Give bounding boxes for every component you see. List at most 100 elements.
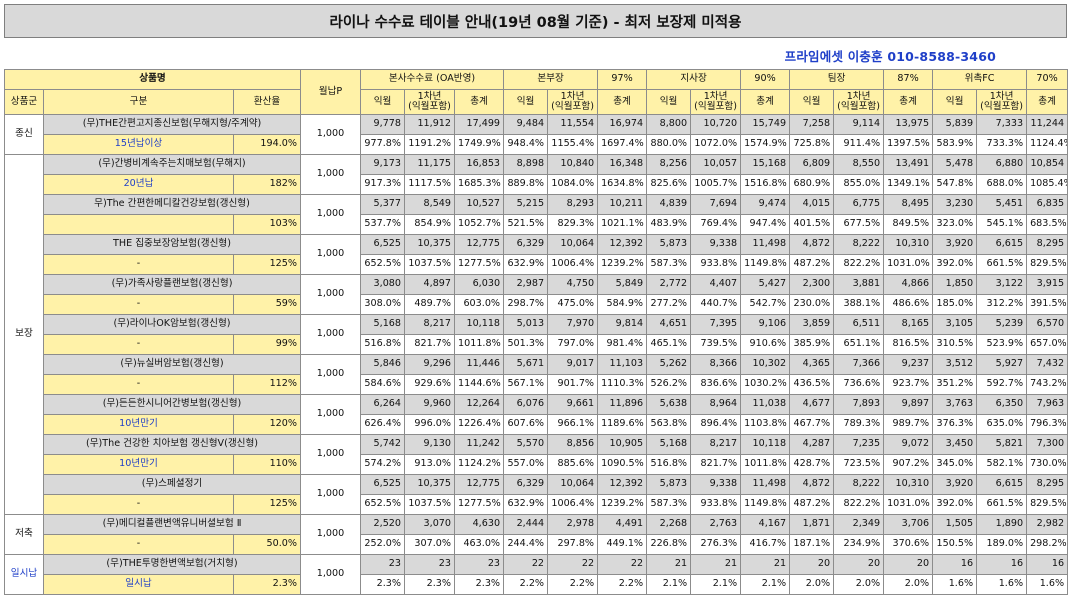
commission-amount: 6,775 (833, 194, 885, 215)
header-channel-jisajang-pct: 90% (740, 69, 791, 90)
commission-amount: 13,491 (883, 154, 934, 175)
commission-percent: 1.6% (976, 574, 1028, 595)
commission-amount: 8,256 (646, 154, 692, 175)
commission-amount: 8,856 (547, 434, 599, 455)
commission-amount: 12,775 (454, 474, 505, 495)
commission-percent: 483.9% (646, 214, 692, 235)
commission-percent: 730.0% (1026, 454, 1069, 475)
table-row: 보장 (무)간병비계속주는치매보험(무해지) 1,000 9,173 11,175 16,… (4, 154, 1069, 515)
commission-percent: 688.0% (976, 174, 1028, 195)
header-subcolumn: 익월 (503, 89, 549, 115)
commission-amount: 23 (360, 554, 406, 575)
commission-percent: 234.9% (833, 534, 885, 555)
product-category: 15년납이상 (43, 134, 234, 155)
commission-amount: 9,106 (740, 314, 791, 335)
commission-percent: 584.9% (597, 294, 648, 315)
commission-amount: 10,064 (547, 474, 599, 495)
header-subcolumn: 총계 (883, 89, 934, 115)
commission-percent: 323.0% (932, 214, 978, 235)
commission-percent: 487.2% (789, 254, 835, 275)
monthly-premium: 1,000 (300, 434, 362, 475)
product-category: 10년만기 (43, 454, 234, 475)
commission-percent: 391.5% (1026, 294, 1069, 315)
product-group-cell: 종신 (4, 114, 44, 155)
commission-amount: 8,800 (646, 114, 692, 135)
table-row: 일시납 2.3% 2.3% 2.3% 2.3% 2.2% 2.2% 2.2% 2.1% 2.1% 2… (5, 574, 1069, 595)
commission-amount: 11,244 (1026, 114, 1069, 135)
commission-percent: 516.8% (646, 454, 692, 475)
commission-percent: 2.1% (740, 574, 791, 595)
commission-amount: 4,866 (883, 274, 934, 295)
monthly-premium: 1,000 (300, 314, 362, 355)
commission-percent: 1052.7% (454, 214, 505, 235)
commission-amount: 4,407 (690, 274, 742, 295)
commission-amount: 10,302 (740, 354, 791, 375)
commission-percent: 392.0% (932, 254, 978, 275)
commission-amount: 2,772 (646, 274, 692, 295)
commission-amount: 4,015 (789, 194, 835, 215)
commission-percent: 487.2% (789, 494, 835, 515)
commission-amount: 10,310 (883, 234, 934, 255)
commission-amount: 8,550 (833, 154, 885, 175)
header-subcolumn: 익월 (932, 89, 978, 115)
commission-amount: 8,222 (833, 474, 885, 495)
commission-percent: 150.5% (932, 534, 978, 555)
commission-amount: 11,038 (740, 394, 791, 415)
commission-amount: 5,451 (976, 194, 1028, 215)
commission-amount: 9,661 (547, 394, 599, 415)
commission-amount: 1,890 (976, 514, 1028, 535)
commission-amount: 12,775 (454, 234, 505, 255)
commission-percent: 880.0% (646, 134, 692, 155)
commission-amount: 5,168 (646, 434, 692, 455)
table-row: 일시납 (무)THE투명한변액보험(거치형) 1,000 23 23 23 22 22 22 21… (4, 554, 1069, 595)
table-row: 20년납 182% 917.3% 1117.5% 1685.3% 889.8% 1084.0… (5, 174, 1069, 195)
commission-amount: 6,030 (454, 274, 505, 295)
commission-percent: 913.0% (404, 454, 456, 475)
product-category: - (43, 334, 234, 355)
commission-percent: 392.0% (932, 494, 978, 515)
commission-percent: 923.7% (883, 374, 934, 395)
commission-percent: 948.4% (503, 134, 549, 155)
commission-amount: 6,570 (1026, 314, 1069, 335)
commission-amount: 10,905 (597, 434, 648, 455)
product-category: 20년납 (43, 174, 234, 195)
commission-percent: 947.4% (740, 214, 791, 235)
commission-amount: 21 (646, 554, 692, 575)
commission-amount: 12,264 (454, 394, 505, 415)
commission-amount: 16 (932, 554, 978, 575)
commission-percent: 370.6% (883, 534, 934, 555)
commission-percent: 907.2% (883, 454, 934, 475)
commission-percent: 1030.2% (740, 374, 791, 395)
commission-amount: 21 (690, 554, 742, 575)
commission-percent: 1226.4% (454, 414, 505, 435)
header-channel-jisajang: 지사장 (646, 69, 742, 90)
commission-percent: 889.8% (503, 174, 549, 195)
commission-percent: 743.2% (1026, 374, 1069, 395)
commission-percent: 401.5% (789, 214, 835, 235)
header-subcolumn: 총계 (740, 89, 791, 115)
commission-amount: 11,554 (547, 114, 599, 135)
commission-amount: 9,237 (883, 354, 934, 375)
commission-amount: 11,446 (454, 354, 505, 375)
commission-percent: 244.4% (503, 534, 549, 555)
commission-percent: 1149.8% (740, 254, 791, 275)
commission-percent: 465.1% (646, 334, 692, 355)
commission-percent: 651.1% (833, 334, 885, 355)
commission-amount: 2,349 (833, 514, 885, 535)
commission-amount: 6,511 (833, 314, 885, 335)
commission-amount: 3,450 (932, 434, 978, 455)
commission-amount: 5,927 (976, 354, 1028, 375)
commission-percent: 376.3% (932, 414, 978, 435)
commission-percent: 230.0% (789, 294, 835, 315)
commission-percent: 1117.5% (404, 174, 456, 195)
refund-rate: 125% (232, 494, 302, 515)
commission-percent: 661.5% (976, 494, 1028, 515)
commission-percent: 901.7% (547, 374, 599, 395)
commission-percent: 1685.3% (454, 174, 505, 195)
commission-amount: 5,215 (503, 194, 549, 215)
commission-percent: 567.1% (503, 374, 549, 395)
commission-amount: 9,130 (404, 434, 456, 455)
commission-percent: 635.0% (976, 414, 1028, 435)
monthly-premium: 1,000 (300, 514, 362, 555)
commission-percent: 388.1% (833, 294, 885, 315)
